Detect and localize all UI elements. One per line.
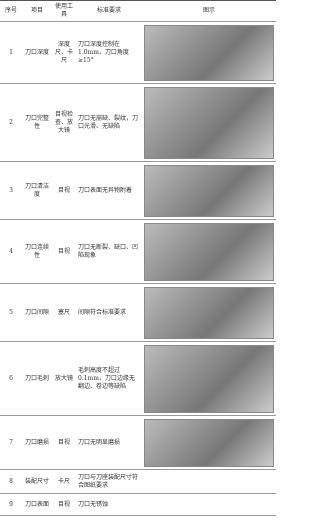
- cell: 刀口与刀座装配尺寸符合图纸要求: [76, 469, 142, 494]
- cell: 刀口完整性: [22, 83, 52, 162]
- table-row: 6 刀口毛刺 放大镜 毛刺高度不超过0.1mm，刀口边缘无翻边、卷边等缺陷: [0, 341, 276, 416]
- cell: 4: [0, 219, 22, 284]
- table-body: 1 刀口深度 深度尺、卡尺 刀口深度控制在1.0mm，刀口角度≥15° 2 刀口完整性 目视…: [0, 21, 276, 516]
- header-cell: 图示: [142, 0, 276, 22]
- header-row: 序号 项目 使用工具 标准要求 图示: [0, 0, 276, 22]
- image-cell: [142, 341, 276, 416]
- illustration: [144, 86, 274, 159]
- image-cell: [142, 493, 276, 516]
- cell: 深度尺、卡尺: [52, 21, 76, 84]
- cell: 刀口深度: [22, 21, 52, 84]
- table-row: 5 刀口间隙 塞尺 间隙符合标准要求: [0, 283, 276, 342]
- image-cell: [142, 469, 276, 494]
- table-row: 2 刀口完整性 目视检查、放大镜 刀口无崩缺、裂纹，刀口光滑、无缺陷: [0, 83, 276, 162]
- cell: 3: [0, 161, 22, 220]
- cell: 7: [0, 415, 22, 470]
- cell: 刀口毛刺: [22, 341, 52, 416]
- header-cell: 标准要求: [76, 0, 142, 22]
- illustration: [144, 418, 274, 467]
- table-row: 8 装配尺寸 卡尺 刀口与刀座装配尺寸符合图纸要求: [0, 469, 276, 494]
- cell: 目视: [52, 219, 76, 284]
- table-row: 4 刀口连续性 目视 刀口无断裂、缺口、凹陷现象: [0, 219, 276, 284]
- table-row: 3 刀口清洁度 目视 刀口表面无异物附着: [0, 161, 276, 220]
- cell: 1: [0, 21, 22, 84]
- illustration: [144, 222, 274, 281]
- cell: 刀口无锈蚀: [76, 493, 142, 516]
- cell: 刀口清洁度: [22, 161, 52, 220]
- cell: 塞尺: [52, 283, 76, 342]
- cell: 间隙符合标准要求: [76, 283, 142, 342]
- cell: 目视: [52, 493, 76, 516]
- image-cell: [142, 415, 276, 470]
- image-cell: [142, 219, 276, 284]
- image-cell: [142, 283, 276, 342]
- table-row: 7 刀口磨损 目视 刀口无明显磨损: [0, 415, 276, 470]
- illustration: [144, 24, 274, 81]
- cell: 8: [0, 469, 22, 494]
- header-cell: 使用工具: [52, 0, 76, 22]
- cell: 刀口磨损: [22, 415, 52, 470]
- cell: 刀口无崩缺、裂纹，刀口光滑、无缺陷: [76, 83, 142, 162]
- table-row: 9 刀口表面 目视 刀口无锈蚀: [0, 493, 276, 516]
- cell: 刀口连续性: [22, 219, 52, 284]
- cell: 目视检查、放大镜: [52, 83, 76, 162]
- image-cell: [142, 83, 276, 162]
- cell: 目视: [52, 415, 76, 470]
- illustration: [144, 286, 274, 339]
- cell: 刀口无断裂、缺口、凹陷现象: [76, 219, 142, 284]
- cell: 刀口表面: [22, 493, 52, 516]
- cell: 2: [0, 83, 22, 162]
- cell: 刀口深度控制在1.0mm，刀口角度≥15°: [76, 21, 142, 84]
- cell: 装配尺寸: [22, 469, 52, 494]
- cell: 卡尺: [52, 469, 76, 494]
- illustration: [144, 344, 274, 413]
- cell: 放大镜: [52, 341, 76, 416]
- cell: 5: [0, 283, 22, 342]
- image-cell: [142, 21, 276, 84]
- cell: 刀口表面无异物附着: [76, 161, 142, 220]
- image-cell: [142, 161, 276, 220]
- table-row: 1 刀口深度 深度尺、卡尺 刀口深度控制在1.0mm，刀口角度≥15°: [0, 21, 276, 84]
- header-cell: 序号: [0, 0, 22, 22]
- cell: 目视: [52, 161, 76, 220]
- cell: 刀口间隙: [22, 283, 52, 342]
- cell: 6: [0, 341, 22, 416]
- inspection-table: 序号 项目 使用工具 标准要求 图示 1 刀口深度 深度尺、卡尺 刀口深度控制在1.0mm，刀…: [0, 0, 276, 516]
- cell: 刀口无明显磨损: [76, 415, 142, 470]
- illustration: [144, 164, 274, 217]
- cell: 9: [0, 493, 22, 516]
- header-cell: 项目: [22, 0, 52, 22]
- cell: 毛刺高度不超过0.1mm，刀口边缘无翻边、卷边等缺陷: [76, 341, 142, 416]
